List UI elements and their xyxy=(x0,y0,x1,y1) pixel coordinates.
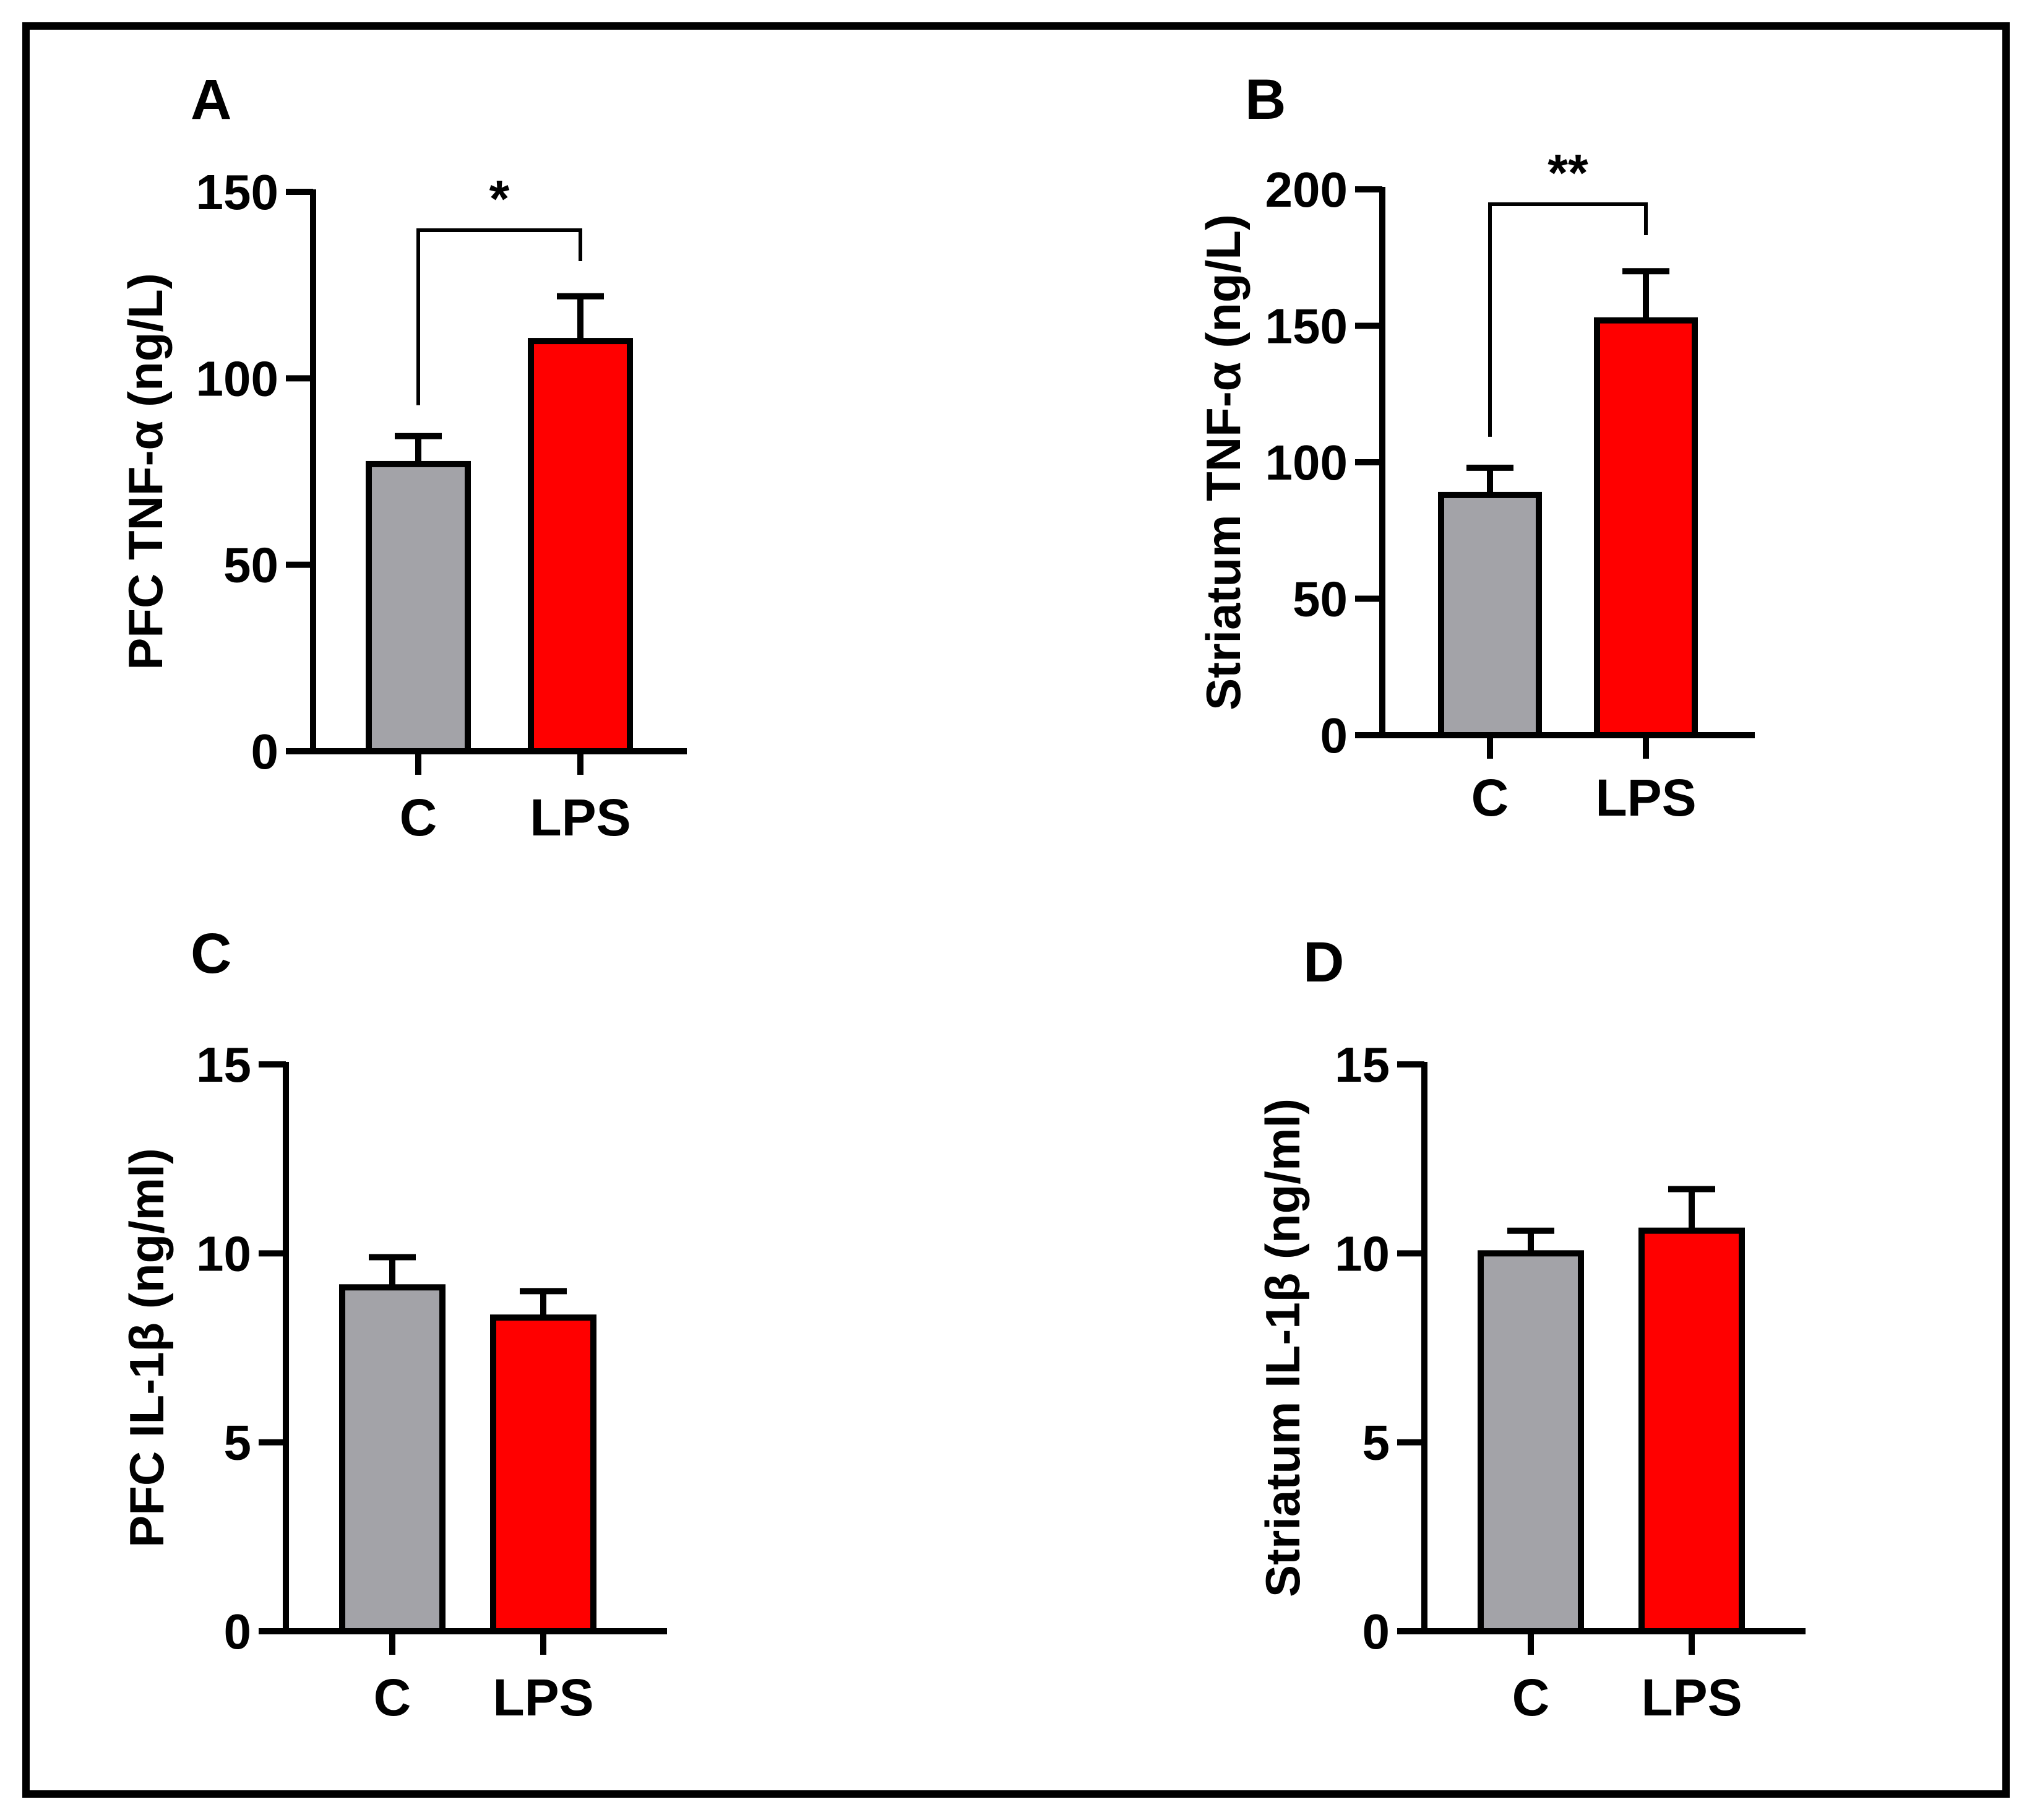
bar-lps xyxy=(490,1314,596,1635)
bar-c xyxy=(1478,1250,1584,1635)
x-category-label: LPS xyxy=(530,788,631,847)
panel-letter: C xyxy=(191,922,231,985)
y-axis-title: Striatum IL-1β (ng/ml) xyxy=(1255,1098,1310,1597)
panel-letter: D xyxy=(1303,931,1344,994)
chart-panel-d: D 0 5 10 15 C LPS Striatum IL-1β (ng/ml) xyxy=(1255,931,1806,1727)
error-bar-c xyxy=(395,433,442,464)
significance-label: ** xyxy=(1548,144,1588,202)
error-bar-lps xyxy=(1668,1186,1715,1231)
bar-c xyxy=(339,1284,446,1634)
bar-lps xyxy=(528,338,633,754)
error-bar-lps xyxy=(557,293,604,342)
y-tick-label: 200 xyxy=(1265,162,1348,217)
error-bar-c xyxy=(369,1254,416,1288)
y-tick-label: 15 xyxy=(1335,1037,1390,1092)
y-axis-title: Striatum TNF-α (ng/L) xyxy=(1196,214,1251,710)
chart-panel-b: B 0 50 100 150 200 C LPS Striatum TNF-α (ng/L) ** xyxy=(1196,68,1755,827)
y-tick-label: 15 xyxy=(196,1037,251,1092)
x-category-label: C xyxy=(1512,1668,1550,1727)
bar-c xyxy=(1438,491,1542,738)
y-tick-label: 100 xyxy=(196,351,278,406)
bar-lps xyxy=(1638,1227,1745,1634)
error-bar-c xyxy=(1466,464,1513,495)
x-category-label: LPS xyxy=(493,1668,593,1727)
y-tick-label: 5 xyxy=(1363,1415,1390,1470)
y-tick-label: 10 xyxy=(196,1226,251,1281)
y-tick-label: 0 xyxy=(251,724,279,779)
significance-bracket xyxy=(1488,202,1648,437)
error-bar-lps xyxy=(1622,268,1669,321)
bar-lps xyxy=(1594,317,1698,738)
panel-letter: A xyxy=(191,68,231,131)
y-tick-label: 0 xyxy=(224,1604,252,1659)
y-tick-label: 50 xyxy=(1293,572,1348,627)
y-axis-title: PFC TNF-α (ng/L) xyxy=(118,273,173,670)
panel-letter: B xyxy=(1245,68,1286,131)
chart-panel-c: C 0 5 10 15 C LPS PFC IL-1β (ng/ml) xyxy=(119,922,667,1727)
x-category-label: C xyxy=(374,1668,411,1727)
chart-panel-a: A 0 50 100 150 C LPS PFC TNF-α (ng/L) * xyxy=(118,68,687,847)
x-category-label: C xyxy=(1471,769,1509,827)
y-tick-label: 0 xyxy=(1363,1604,1390,1659)
y-tick-label: 100 xyxy=(1265,435,1348,490)
error-bar-lps xyxy=(520,1288,567,1318)
x-category-label: C xyxy=(400,788,437,847)
x-category-label: LPS xyxy=(1595,769,1696,827)
y-tick-label: 50 xyxy=(223,538,278,593)
y-axis-title: PFC IL-1β (ng/ml) xyxy=(119,1148,174,1548)
y-tick-label: 10 xyxy=(1335,1226,1390,1281)
y-tick-label: 5 xyxy=(224,1415,252,1470)
y-tick-label: 150 xyxy=(1265,299,1348,354)
x-category-label: LPS xyxy=(1641,1668,1742,1727)
bar-c xyxy=(366,460,471,754)
significance-bracket xyxy=(416,228,582,405)
y-tick-label: 0 xyxy=(1320,708,1348,763)
y-tick-label: 150 xyxy=(196,165,278,220)
significance-label: * xyxy=(489,170,510,228)
error-bar-c xyxy=(1507,1227,1554,1254)
